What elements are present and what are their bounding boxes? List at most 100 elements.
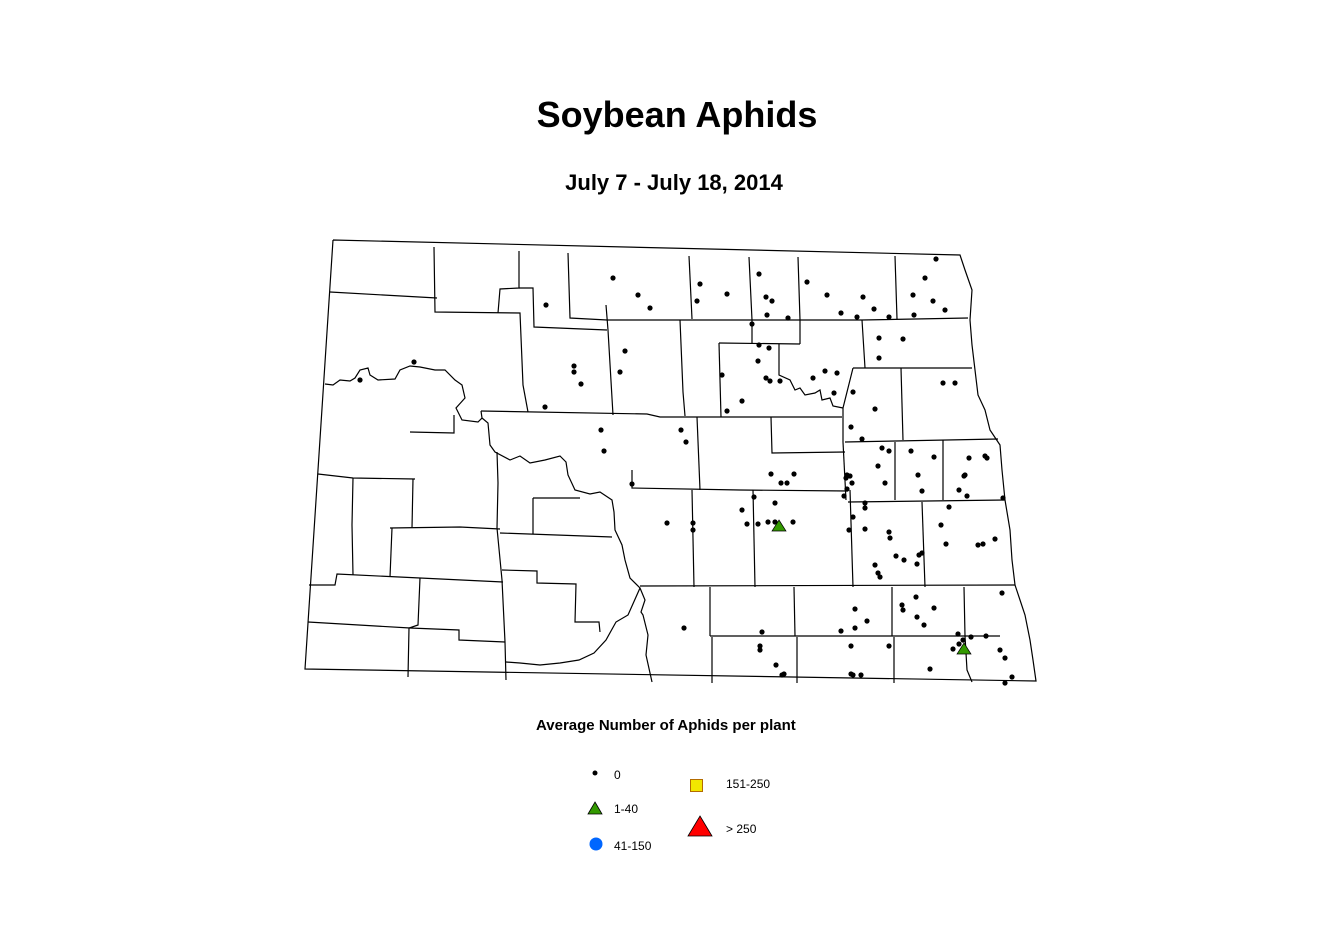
sample-site-zero-aphids (992, 536, 998, 542)
sample-site-zero-aphids (571, 369, 577, 375)
sample-site-zero-aphids (810, 375, 816, 381)
sample-site-zero-aphids (844, 486, 850, 492)
sample-site-zero-aphids (571, 363, 577, 369)
county-boundary (894, 255, 898, 320)
sample-site-zero-aphids (980, 541, 986, 547)
sample-site-zero-aphids (1002, 680, 1008, 686)
sample-site-zero-aphids (919, 550, 925, 556)
county-boundary (505, 587, 641, 666)
sample-site-zero-aphids (942, 307, 948, 313)
sample-site-zero-aphids (886, 314, 892, 320)
sample-site-zero-aphids (914, 614, 920, 620)
legend-label-41-150: 41-150 (614, 839, 652, 853)
sample-site-zero-aphids (943, 541, 949, 547)
sample-site-zero-aphids (997, 647, 1003, 653)
sample-site-zero-aphids (930, 298, 936, 304)
legend-symbol-blue-circle (589, 837, 603, 851)
sample-site-zero-aphids (927, 666, 933, 672)
sample-site-zero-aphids (886, 529, 892, 535)
county-boundary (688, 255, 693, 320)
sample-site-zero-aphids (841, 493, 847, 499)
county-boundary (389, 526, 501, 530)
county-boundary (605, 304, 614, 416)
sample-site-zero-aphids (1000, 495, 1006, 501)
sample-site-zero-aphids (849, 480, 855, 486)
sample-site-zero-aphids (724, 408, 730, 414)
sample-site-zero-aphids (908, 448, 914, 454)
sample-site-zero-aphids (772, 500, 778, 506)
sample-site-zero-aphids (635, 292, 641, 298)
sample-site-zero-aphids (767, 378, 773, 384)
sample-site-zero-aphids (543, 302, 549, 308)
sample-site-zero-aphids (763, 294, 769, 300)
county-boundary (752, 489, 756, 588)
sample-site-zero-aphids (756, 271, 762, 277)
sample-site-zero-aphids (791, 471, 797, 477)
legend-symbol-red-triangle (687, 815, 713, 837)
sample-site-zero-aphids (683, 439, 689, 445)
sample-site-zero-aphids (763, 375, 769, 381)
sample-site-zero-aphids (960, 637, 966, 643)
county-boundary (691, 489, 695, 588)
sample-site-zero-aphids (860, 294, 866, 300)
sample-site-zero-aphids (921, 622, 927, 628)
sample-site-zero-aphids (900, 336, 906, 342)
sample-site-zero-aphids (739, 507, 745, 513)
legend-label-151-250: 151-250 (726, 777, 771, 791)
sample-site-zero-aphids (598, 427, 604, 433)
sample-site-zero-aphids (755, 358, 761, 364)
county-boundary (501, 569, 601, 633)
sample-site-zero-aphids (617, 369, 623, 375)
sample-site-zero-aphids (984, 455, 990, 461)
sample-site-1-40-aphids (771, 519, 787, 532)
sample-site-zero-aphids (690, 520, 696, 526)
sample-site-zero-aphids (773, 662, 779, 668)
legend-title: Average Number of Aphids per plant (536, 717, 796, 734)
sample-site-zero-aphids (804, 279, 810, 285)
sample-site-zero-aphids (956, 641, 962, 647)
sample-site-zero-aphids (876, 355, 882, 361)
county-boundary (567, 252, 680, 321)
sample-site-zero-aphids (862, 500, 868, 506)
sample-site-zero-aphids (913, 594, 919, 600)
legend-symbol-green-triangle (587, 801, 603, 815)
map-title: Soybean Aphids (536, 94, 818, 135)
sample-site-zero-aphids (931, 454, 937, 460)
map-subtitle: July 7 - July 18, 2014 (565, 170, 783, 195)
sample-site-zero-aphids (690, 527, 696, 533)
sample-site-zero-aphids (950, 646, 956, 652)
sample-site-zero-aphids (877, 574, 883, 580)
sample-site-zero-aphids (872, 406, 878, 412)
county-boundary (407, 577, 421, 678)
county-boundary (317, 473, 416, 480)
county-boundary (800, 317, 969, 321)
sample-site-zero-aphids (862, 526, 868, 532)
sample-site-zero-aphids (872, 562, 878, 568)
sample-site-zero-aphids (610, 275, 616, 281)
sample-site-zero-aphids (848, 643, 854, 649)
county-boundary (861, 319, 866, 369)
sample-site-zero-aphids (757, 647, 763, 653)
sample-site-zero-aphids (765, 519, 771, 525)
sample-site-zero-aphids (769, 298, 775, 304)
sample-site-zero-aphids (910, 292, 916, 298)
sample-site-zero-aphids (777, 378, 783, 384)
county-boundary (329, 291, 438, 299)
legend-label-0: 0 (614, 768, 621, 782)
sample-site-zero-aphids (766, 345, 772, 351)
sample-site-zero-aphids (834, 370, 840, 376)
sample-site-zero-aphids (964, 493, 970, 499)
sample-site-zero-aphids (862, 505, 868, 511)
sample-site-zero-aphids (850, 672, 856, 678)
sample-site-zero-aphids (846, 527, 852, 533)
sample-site-zero-aphids (629, 481, 635, 487)
sample-site-zero-aphids (844, 472, 850, 478)
legend-symbol-zero-dot (592, 770, 598, 776)
county-boundary (307, 621, 506, 643)
sample-site-zero-aphids (756, 342, 762, 348)
sample-site-zero-aphids (824, 292, 830, 298)
sample-site-zero-aphids (601, 448, 607, 454)
sample-site-zero-aphids (966, 455, 972, 461)
sample-site-zero-aphids (956, 487, 962, 493)
county-boundary (842, 367, 854, 442)
